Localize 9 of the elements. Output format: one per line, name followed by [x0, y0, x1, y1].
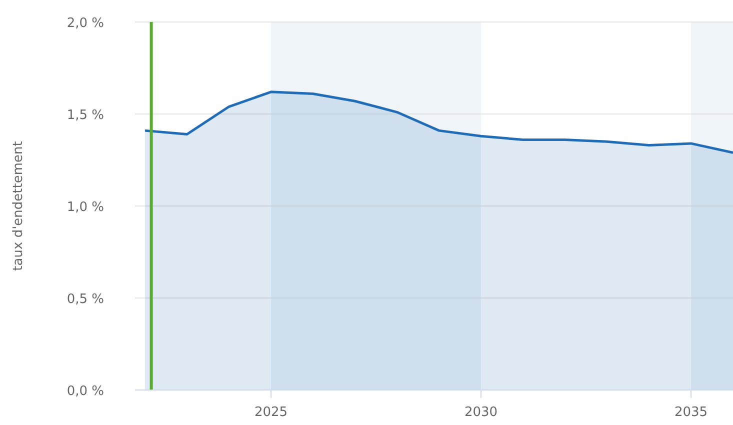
y-tick-label: 1,0 % [66, 200, 104, 215]
y-tick-label: 2,0 % [66, 16, 104, 31]
y-tick-label: 0,0 % [66, 384, 104, 399]
y-axis-title: taux d'endettement [11, 141, 26, 271]
y-tick-label: 1,5 % [66, 108, 104, 123]
x-tick-label: 2030 [464, 405, 498, 420]
x-tick-label: 2035 [674, 405, 708, 420]
y-tick-label: 0,5 % [66, 292, 104, 307]
x-tick-label: 2025 [254, 405, 288, 420]
